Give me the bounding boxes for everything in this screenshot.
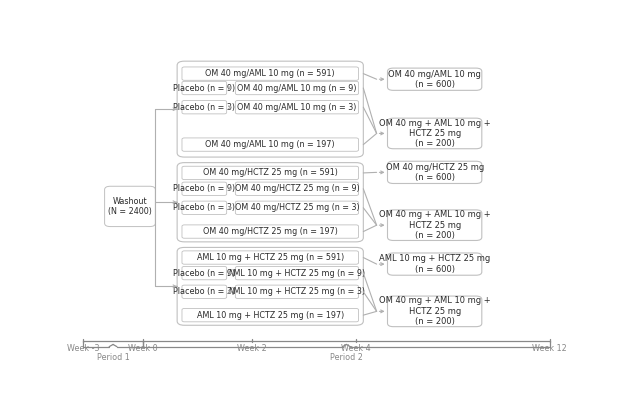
FancyBboxPatch shape xyxy=(182,182,227,196)
FancyBboxPatch shape xyxy=(182,138,358,151)
FancyBboxPatch shape xyxy=(388,296,482,327)
FancyBboxPatch shape xyxy=(182,266,227,280)
Text: OM 40 mg/AML 10 mg (n = 591): OM 40 mg/AML 10 mg (n = 591) xyxy=(205,69,335,78)
Text: OM 40 mg/HCTZ 25 mg (n = 3): OM 40 mg/HCTZ 25 mg (n = 3) xyxy=(235,203,359,212)
Text: AML 10 mg + HCTZ 25 mg (n = 197): AML 10 mg + HCTZ 25 mg (n = 197) xyxy=(197,311,344,320)
Text: Placebo (n = 9): Placebo (n = 9) xyxy=(173,269,235,278)
Text: Week -3: Week -3 xyxy=(67,344,99,353)
Text: OM 40 mg/AML 10 mg (n = 3): OM 40 mg/AML 10 mg (n = 3) xyxy=(237,103,356,112)
FancyBboxPatch shape xyxy=(235,201,358,214)
FancyBboxPatch shape xyxy=(182,166,358,180)
FancyBboxPatch shape xyxy=(235,285,358,299)
FancyBboxPatch shape xyxy=(182,201,227,214)
FancyBboxPatch shape xyxy=(235,266,358,280)
FancyBboxPatch shape xyxy=(182,309,358,322)
FancyBboxPatch shape xyxy=(105,186,155,226)
Text: Week 2: Week 2 xyxy=(237,344,267,353)
Text: Placebo (n = 3): Placebo (n = 3) xyxy=(173,203,235,212)
FancyBboxPatch shape xyxy=(177,247,363,325)
FancyBboxPatch shape xyxy=(177,61,363,157)
Text: OM 40 mg + AML 10 mg +
HCTZ 25 mg
(n = 200): OM 40 mg + AML 10 mg + HCTZ 25 mg (n = 2… xyxy=(379,118,490,148)
FancyBboxPatch shape xyxy=(177,163,363,242)
Text: AML 10 mg + HCTZ 25 mg (n = 3): AML 10 mg + HCTZ 25 mg (n = 3) xyxy=(228,287,366,296)
Text: OM 40 mg/AML 10 mg (n = 197): OM 40 mg/AML 10 mg (n = 197) xyxy=(205,140,335,149)
FancyBboxPatch shape xyxy=(388,68,482,90)
Text: OM 40 mg/AML 10 mg
(n = 600): OM 40 mg/AML 10 mg (n = 600) xyxy=(388,70,481,89)
FancyBboxPatch shape xyxy=(388,161,482,183)
Text: OM 40 mg/HCTZ 25 mg (n = 9): OM 40 mg/HCTZ 25 mg (n = 9) xyxy=(235,184,359,193)
Text: AML 10 mg + HCTZ 25 mg (n = 9): AML 10 mg + HCTZ 25 mg (n = 9) xyxy=(228,269,366,278)
FancyBboxPatch shape xyxy=(235,81,358,95)
FancyBboxPatch shape xyxy=(388,253,482,275)
Text: AML 10 mg + HCTZ 25 mg
(n = 600): AML 10 mg + HCTZ 25 mg (n = 600) xyxy=(379,254,490,274)
Text: OM 40 mg/HCTZ 25 mg (n = 197): OM 40 mg/HCTZ 25 mg (n = 197) xyxy=(203,227,338,236)
FancyBboxPatch shape xyxy=(235,182,358,196)
Text: Week 4: Week 4 xyxy=(341,344,371,353)
FancyBboxPatch shape xyxy=(182,67,358,80)
FancyBboxPatch shape xyxy=(182,225,358,238)
Text: Week 0: Week 0 xyxy=(129,344,158,353)
FancyBboxPatch shape xyxy=(388,118,482,149)
Text: Washout
(N = 2400): Washout (N = 2400) xyxy=(108,197,152,216)
Text: OM 40 mg + AML 10 mg +
HCTZ 25 mg
(n = 200): OM 40 mg + AML 10 mg + HCTZ 25 mg (n = 2… xyxy=(379,296,490,326)
FancyBboxPatch shape xyxy=(182,81,227,95)
Text: OM 40 mg + AML 10 mg +
HCTZ 25 mg
(n = 200): OM 40 mg + AML 10 mg + HCTZ 25 mg (n = 2… xyxy=(379,210,490,240)
FancyBboxPatch shape xyxy=(235,100,358,114)
Text: OM 40 mg/HCTZ 25 mg
(n = 600): OM 40 mg/HCTZ 25 mg (n = 600) xyxy=(386,163,484,182)
FancyBboxPatch shape xyxy=(182,251,358,264)
Text: Period 1: Period 1 xyxy=(97,353,129,362)
Text: Placebo (n = 9): Placebo (n = 9) xyxy=(173,83,235,93)
Text: Placebo (n = 3): Placebo (n = 3) xyxy=(173,287,235,296)
FancyBboxPatch shape xyxy=(182,285,227,299)
Text: Week 12: Week 12 xyxy=(532,344,567,353)
Text: OM 40 mg/HCTZ 25 mg (n = 591): OM 40 mg/HCTZ 25 mg (n = 591) xyxy=(203,168,338,177)
FancyBboxPatch shape xyxy=(388,210,482,241)
Text: Period 2: Period 2 xyxy=(330,353,363,362)
FancyBboxPatch shape xyxy=(182,100,227,114)
Text: AML 10 mg + HCTZ 25 mg (n = 591): AML 10 mg + HCTZ 25 mg (n = 591) xyxy=(197,253,344,262)
Text: OM 40 mg/AML 10 mg (n = 9): OM 40 mg/AML 10 mg (n = 9) xyxy=(237,83,357,93)
Text: Placebo (n = 9): Placebo (n = 9) xyxy=(173,184,235,193)
Text: Placebo (n = 3): Placebo (n = 3) xyxy=(173,103,235,112)
